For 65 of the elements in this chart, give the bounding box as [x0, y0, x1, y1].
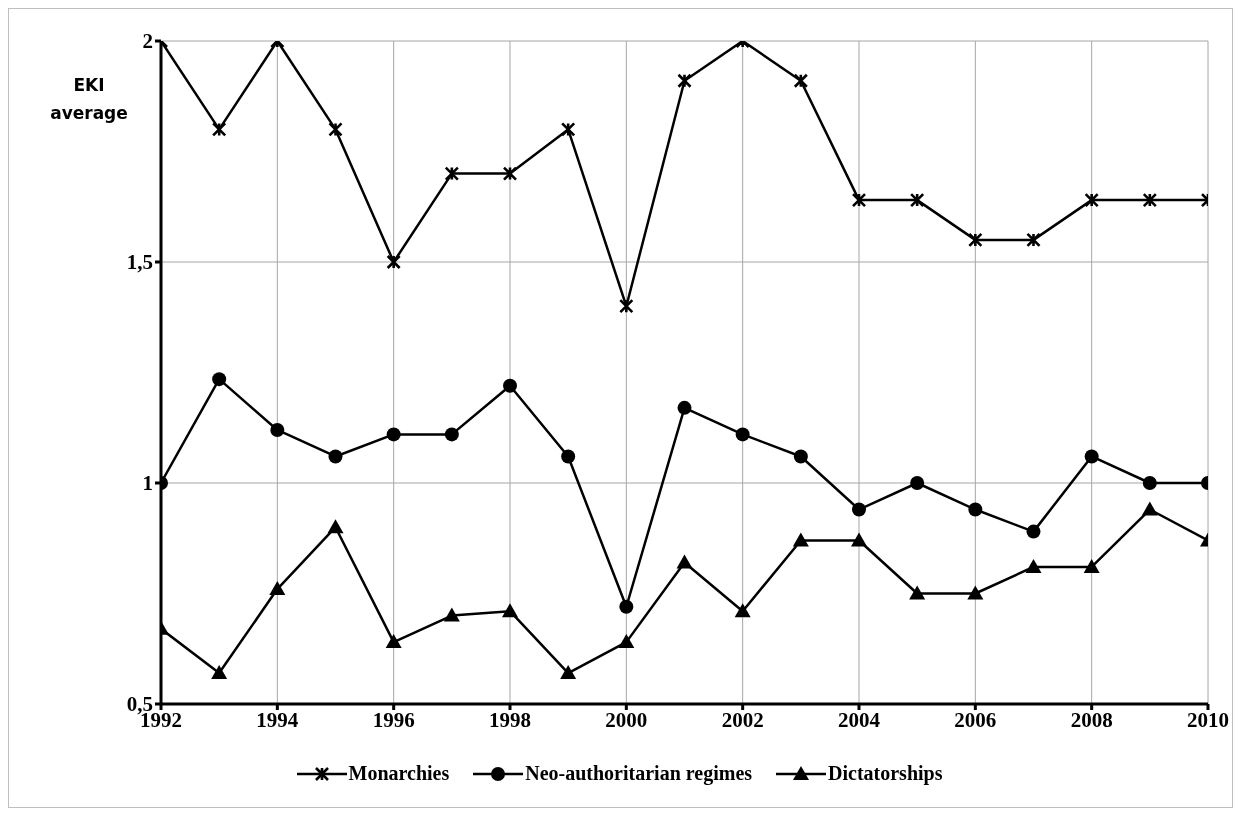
point: [619, 298, 634, 314]
point: [328, 122, 343, 137]
point: [269, 581, 286, 596]
point: [1142, 476, 1157, 490]
point: [968, 502, 983, 517]
point: [793, 73, 809, 89]
x-tick-label: 2004: [838, 707, 881, 732]
point: [1026, 524, 1041, 539]
x-tick-label: 1996: [372, 707, 415, 732]
legend-label: Dictatorships: [828, 762, 943, 785]
point: [1084, 449, 1099, 464]
point: [734, 603, 751, 618]
point: [910, 476, 925, 490]
point: [618, 634, 635, 649]
x-tick-label: 1994: [256, 707, 299, 732]
y-tick-label: 1: [142, 471, 153, 496]
point: [677, 73, 692, 89]
point: [1084, 192, 1099, 208]
y-tick-label: 1,5: [126, 250, 153, 275]
point: [561, 449, 576, 464]
point: [270, 422, 285, 437]
point: [851, 532, 867, 547]
point: [386, 427, 401, 442]
point: [1026, 232, 1041, 248]
point: [502, 166, 518, 181]
x-tick-label: 2000: [605, 707, 648, 732]
y-axis-title: EKI average: [49, 74, 129, 125]
point: [211, 665, 228, 680]
point: [328, 449, 343, 464]
point: [792, 532, 809, 547]
point: [619, 599, 634, 614]
point: [386, 254, 401, 270]
point: [560, 665, 577, 680]
x-tick-label: 2006: [954, 707, 997, 732]
legend-label: Neo-authoritarian regimes: [525, 762, 753, 785]
point: [909, 585, 926, 600]
point: [968, 232, 983, 248]
point: [677, 400, 692, 415]
point: [793, 449, 808, 464]
point: [444, 166, 460, 181]
point: [212, 372, 227, 387]
point: [1141, 501, 1158, 516]
x-tick-label: 1998: [489, 707, 531, 732]
point: [1083, 558, 1100, 573]
point: [735, 427, 750, 442]
point: [851, 192, 867, 208]
point: [327, 519, 344, 534]
point: [503, 378, 517, 393]
point: [1142, 192, 1158, 208]
point: [443, 607, 460, 622]
point: [852, 502, 866, 517]
point: [211, 122, 227, 137]
y-tick-label: 2: [142, 29, 153, 54]
x-tick-label: 2002: [721, 707, 764, 732]
point: [502, 603, 518, 618]
point: [676, 554, 693, 569]
point: [967, 585, 984, 600]
point: [385, 634, 402, 649]
x-tick-label: 2008: [1070, 707, 1113, 732]
legend-label: Monarchies: [348, 762, 450, 785]
point: [560, 122, 576, 137]
point: [909, 192, 925, 208]
x-tick-label: 2010: [1187, 707, 1229, 732]
point: [444, 427, 459, 442]
point: [1025, 558, 1042, 573]
